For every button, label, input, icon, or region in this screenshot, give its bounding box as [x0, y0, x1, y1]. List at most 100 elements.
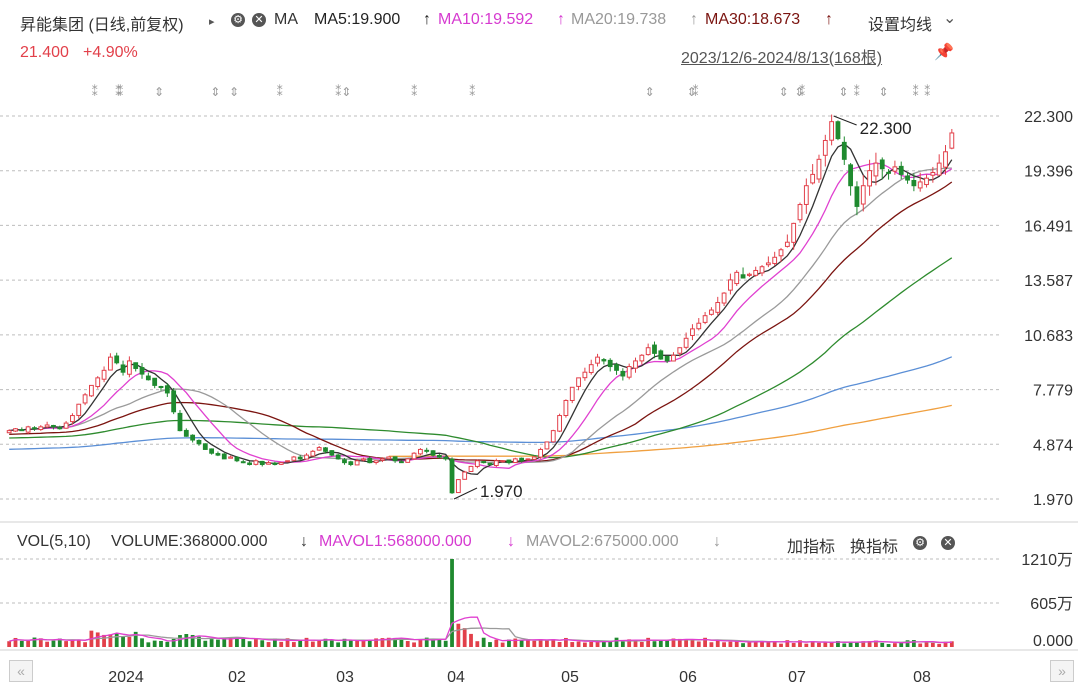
- candle-up: [500, 460, 506, 463]
- candle-up: [411, 452, 417, 460]
- volume-bar: [804, 643, 809, 647]
- ma-settings-button[interactable]: 设置均线: [868, 17, 933, 34]
- candle-down: [221, 453, 227, 460]
- candle-up: [405, 458, 411, 463]
- volume-bar: [133, 631, 138, 647]
- candle-down: [190, 434, 196, 441]
- mavol1-value: MAVOL1:568000.000: [319, 533, 472, 550]
- volume-bar: [405, 641, 410, 647]
- candle-up: [917, 181, 923, 189]
- volume-bar: [7, 641, 12, 647]
- volume-bar: [646, 637, 651, 647]
- volume-bar: [494, 639, 499, 647]
- volume-bar: [272, 638, 277, 647]
- candle-up: [462, 471, 468, 480]
- candle-up: [538, 448, 544, 458]
- volume-bar: [469, 633, 473, 647]
- ma5-value: MA5:19.900: [314, 11, 401, 28]
- volume-bar: [437, 638, 442, 647]
- ma-close-icon[interactable]: ✕: [252, 13, 266, 27]
- candle-down: [399, 461, 404, 464]
- volume-bar: [32, 637, 37, 647]
- event-marker-icon: ⇕: [779, 85, 789, 99]
- ma20-value: MA20:19.738: [571, 11, 667, 28]
- volume-bar: [766, 642, 771, 647]
- candle-down: [848, 164, 854, 187]
- candle-up: [228, 456, 233, 459]
- volume-chart[interactable]: 1210万 605万 0.000: [0, 530, 1078, 655]
- title-arrow-icon[interactable]: ▸: [209, 16, 215, 28]
- volume-bar: [899, 642, 904, 647]
- volume-bar: [829, 642, 834, 647]
- volume-tick-label: 605万: [1030, 596, 1073, 613]
- scroll-left-button[interactable]: «: [9, 660, 33, 682]
- candle-up: [715, 302, 721, 313]
- candle-down: [519, 457, 525, 462]
- candle-up: [82, 394, 88, 404]
- scroll-right-button[interactable]: »: [1050, 660, 1074, 682]
- event-marker-icon: ⁑: [799, 84, 805, 99]
- event-marker-icon: ⇕: [210, 85, 220, 99]
- volume-bar: [709, 642, 714, 647]
- volume-bar: [582, 642, 587, 647]
- candle-up: [829, 121, 835, 141]
- volume-bar: [608, 641, 613, 647]
- volume-bar: [481, 637, 486, 647]
- candle-down: [240, 461, 246, 464]
- volume-bar: [880, 642, 885, 647]
- volume-bar: [418, 639, 423, 647]
- swap-indicator-button[interactable]: 换指标: [850, 539, 899, 556]
- candle-up: [512, 458, 518, 464]
- volume-bar: [310, 641, 315, 647]
- x-tick-label: 05: [561, 669, 579, 686]
- volume-bar: [620, 641, 625, 647]
- event-marker-icon: ⇕: [687, 85, 697, 99]
- date-range[interactable]: 2023/12/6-2024/8/13(168根): [681, 50, 883, 67]
- candle-down: [430, 450, 436, 456]
- volume-bar: [361, 640, 366, 647]
- candle-down: [601, 359, 607, 362]
- candle-down: [607, 359, 613, 368]
- candle-down: [202, 443, 208, 450]
- y-tick-label: 13.587: [1024, 273, 1073, 290]
- volume-bar: [874, 640, 878, 647]
- volume-bar: [386, 637, 391, 647]
- volume-bar: [450, 559, 454, 647]
- volume-close-icon[interactable]: ✕: [941, 536, 955, 550]
- volume-bar: [165, 641, 170, 647]
- volume-bar: [178, 635, 182, 647]
- volume-bar: [83, 642, 87, 647]
- volume-bar: [911, 640, 916, 647]
- candle-down: [886, 171, 891, 174]
- event-marker-icon: ⇕: [645, 85, 655, 99]
- volume-settings-gear-icon[interactable]: ⚙: [913, 536, 927, 550]
- candle-down: [323, 447, 328, 452]
- volume-bar: [753, 641, 758, 647]
- chevron-down-icon[interactable]: ⌄: [943, 10, 957, 27]
- event-marker-icon: ⇕: [154, 85, 164, 99]
- volume-bar: [715, 640, 720, 647]
- volume-bar: [380, 638, 385, 647]
- event-marker-icon: ⁑: [692, 84, 698, 99]
- volume-bar: [772, 641, 777, 647]
- volume-bar: [203, 640, 208, 647]
- candle-down: [164, 385, 170, 394]
- candle-down: [449, 458, 455, 494]
- volume-bar: [836, 641, 840, 647]
- annotation-label: 1.970: [480, 482, 523, 501]
- volume-bar: [918, 643, 923, 647]
- ma-settings-gear-icon[interactable]: ⚙: [231, 13, 245, 27]
- pin-icon[interactable]: 📌: [934, 44, 954, 61]
- stock-title[interactable]: 昇能集团 (日线,前复权): [20, 17, 184, 34]
- candle-up: [107, 356, 113, 371]
- volume-bar: [140, 638, 144, 647]
- candle-down: [740, 274, 746, 279]
- volume-bar: [937, 643, 942, 647]
- candle-down: [183, 429, 189, 437]
- volume-bar: [38, 638, 43, 647]
- add-indicator-button[interactable]: 加指标: [787, 539, 836, 556]
- event-marker-icon: ⁑: [335, 84, 341, 99]
- candle-down: [436, 454, 442, 458]
